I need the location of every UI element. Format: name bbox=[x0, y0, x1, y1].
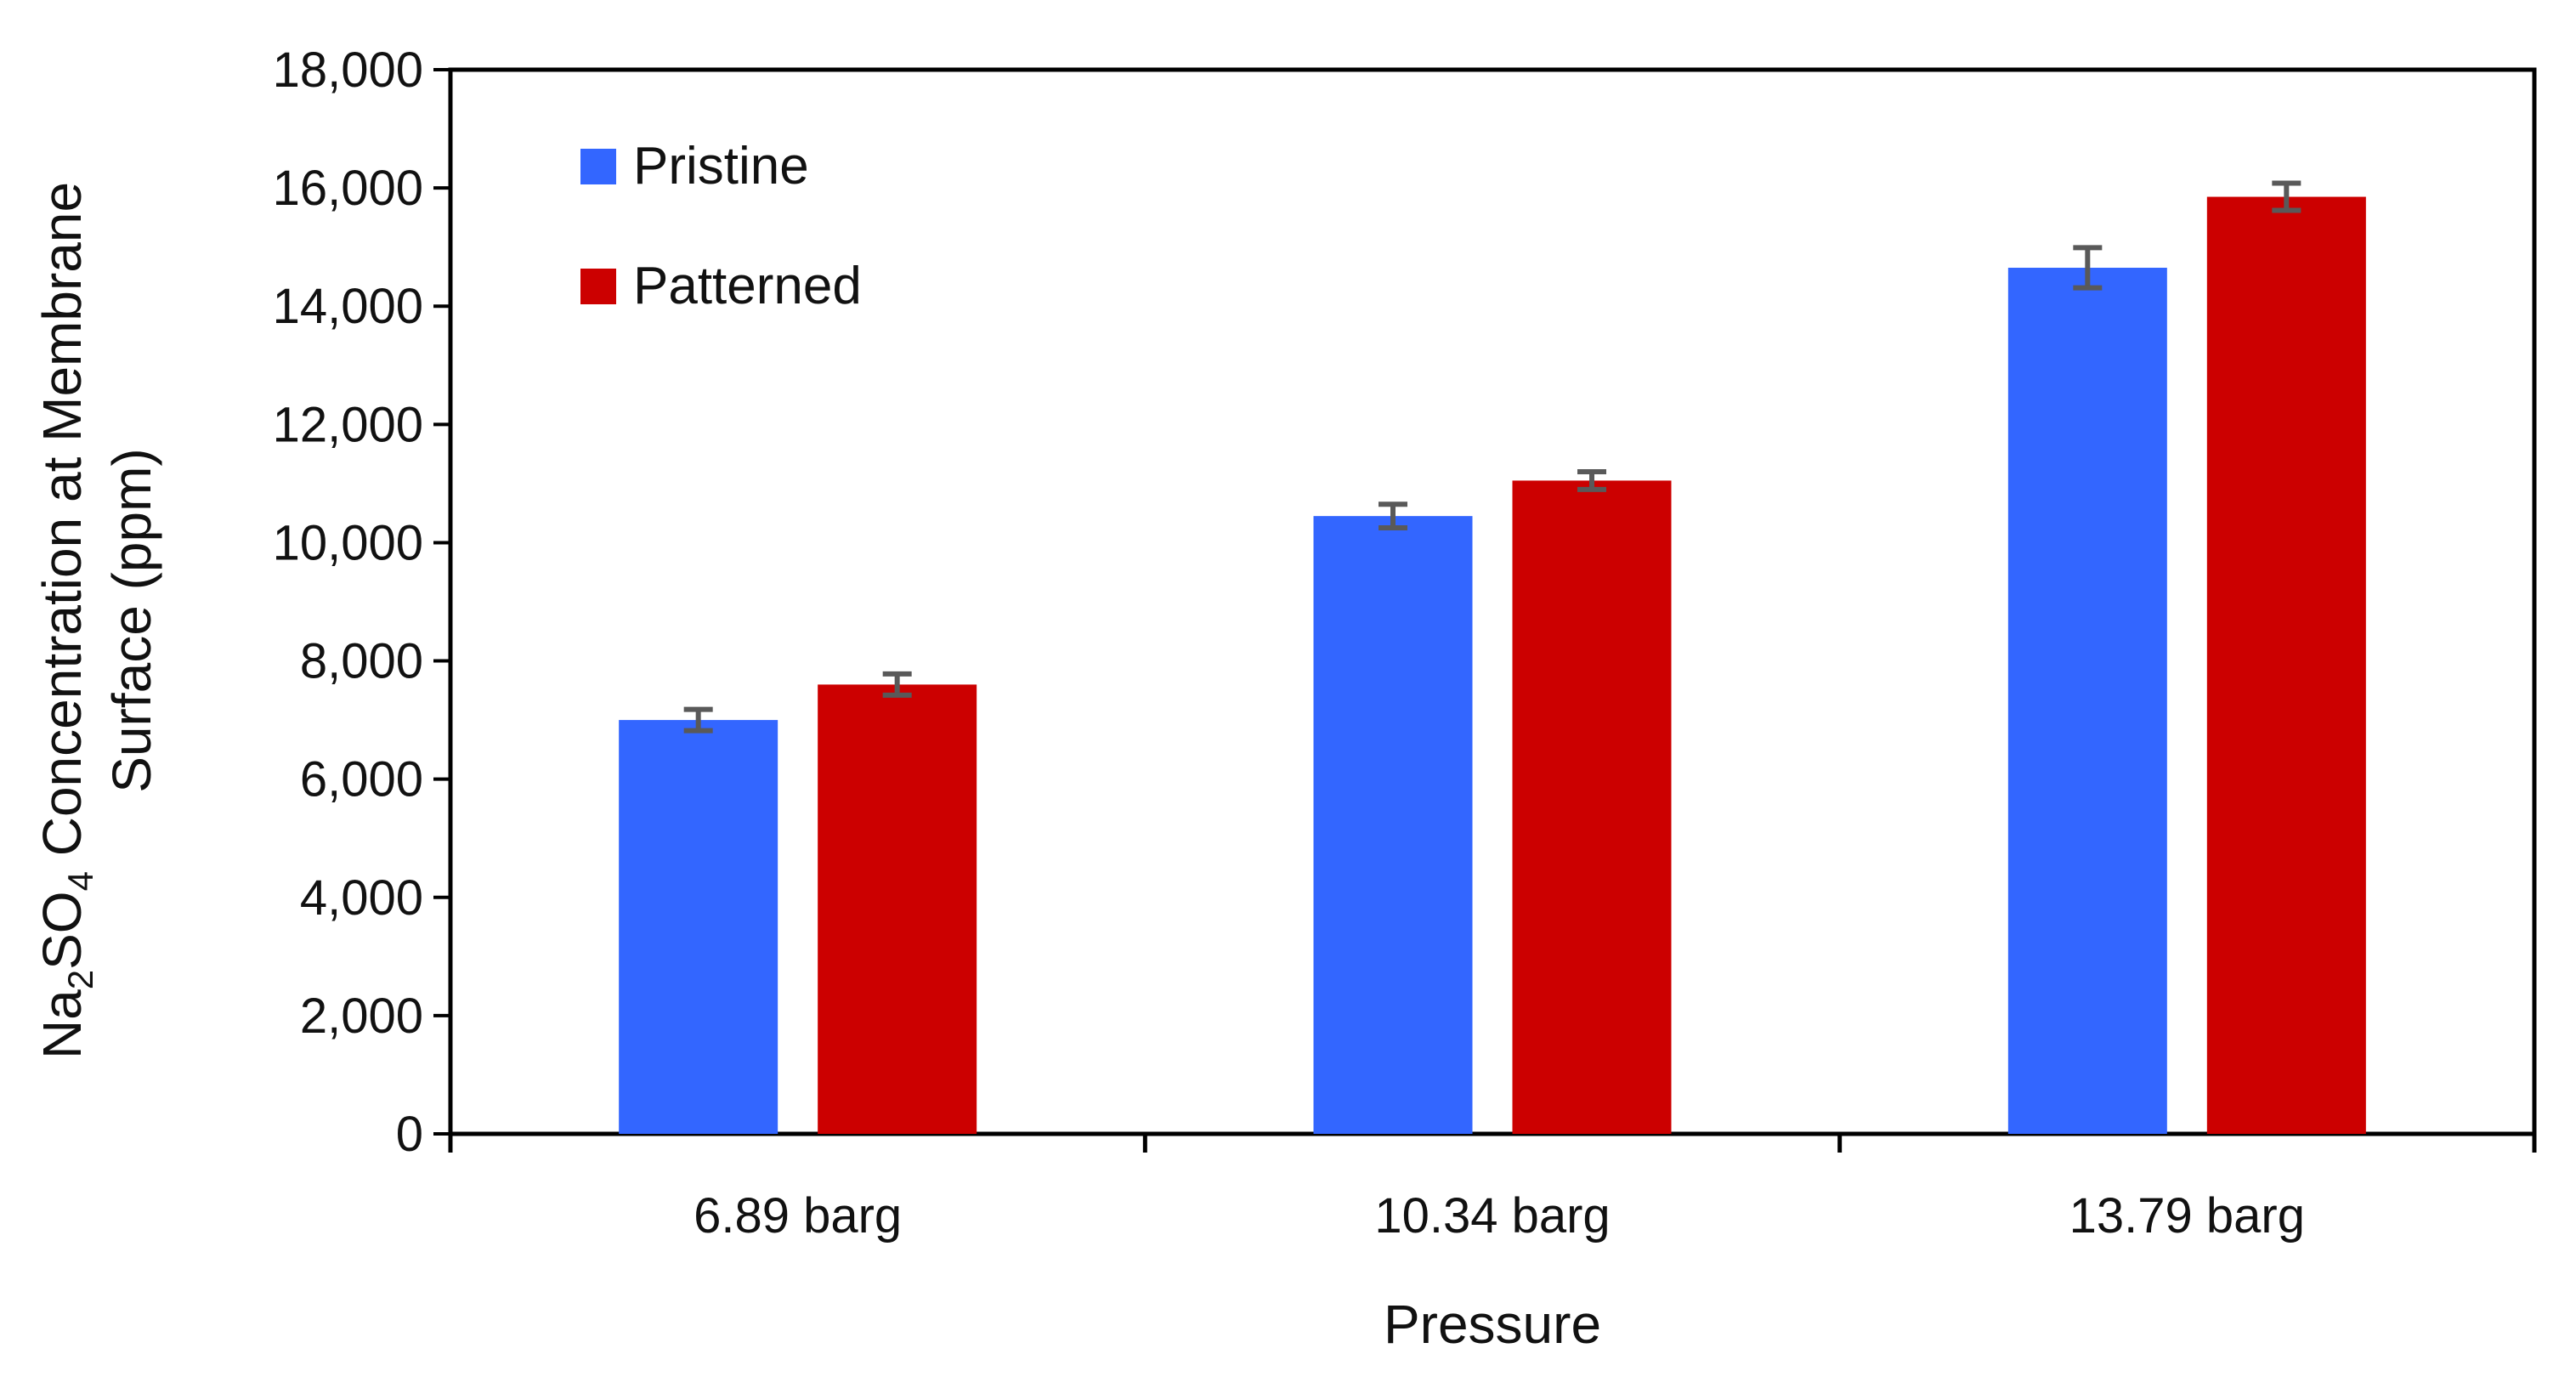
y-title-prefix: Na bbox=[31, 989, 93, 1059]
y-axis: 0 2,000 4,000 6,000 8,000 10,000 12,000 14,000 1… bbox=[273, 42, 450, 1162]
x-tick-label: 10.34 barg bbox=[1374, 1188, 1610, 1244]
legend-swatch-patterned bbox=[580, 269, 616, 304]
x-tick-label: 6.89 barg bbox=[694, 1188, 902, 1244]
bar-patterned bbox=[818, 684, 977, 1134]
bar-patterned bbox=[1512, 480, 1672, 1134]
bars bbox=[619, 196, 2366, 1135]
legend-label-patterned: Patterned bbox=[633, 257, 862, 315]
y-tick-label: 18,000 bbox=[273, 42, 423, 98]
y-title-middle: SO bbox=[31, 891, 93, 969]
error-bars bbox=[683, 180, 2301, 734]
plot-area bbox=[448, 67, 2537, 1136]
legend-swatch-pristine bbox=[580, 149, 616, 184]
legend-label-pristine: Pristine bbox=[633, 137, 809, 195]
y-tick-label: 0 bbox=[396, 1107, 423, 1162]
y-title-sub1: 2 bbox=[60, 970, 100, 989]
y-tick-label: 6,000 bbox=[300, 752, 423, 807]
bar-pristine bbox=[619, 720, 778, 1134]
y-tick-label: 8,000 bbox=[300, 634, 423, 689]
x-axis: 6.89 barg 10.34 barg 13.79 barg bbox=[448, 1134, 2537, 1244]
y-tick-label: 4,000 bbox=[300, 870, 423, 926]
bar-patterned bbox=[2206, 196, 2366, 1135]
x-tick-label: 13.79 barg bbox=[2069, 1188, 2305, 1244]
y-title-suffix: Concentration at Membrane bbox=[31, 182, 93, 871]
y-axis-title-line-2: Surface (ppm) bbox=[101, 448, 162, 792]
y-axis-title-line-1: Na2SO4 Concentration at Membrane bbox=[31, 182, 100, 1059]
y-tick-label: 2,000 bbox=[300, 989, 423, 1044]
y-title-sub2: 4 bbox=[60, 871, 100, 891]
y-tick-label: 14,000 bbox=[273, 279, 423, 334]
bar-pristine bbox=[1313, 516, 1473, 1134]
legend: Pristine Patterned bbox=[580, 137, 862, 315]
y-tick-label: 12,000 bbox=[273, 397, 423, 452]
plot-frame bbox=[448, 67, 2537, 1136]
y-tick-label: 10,000 bbox=[273, 515, 423, 570]
y-axis-title: Na2SO4 Concentration at Membrane Surface… bbox=[31, 182, 162, 1059]
x-axis-title: Pressure bbox=[1384, 1294, 1601, 1355]
bar-pristine bbox=[2007, 268, 2167, 1134]
y-tick-label: 16,000 bbox=[273, 161, 423, 216]
